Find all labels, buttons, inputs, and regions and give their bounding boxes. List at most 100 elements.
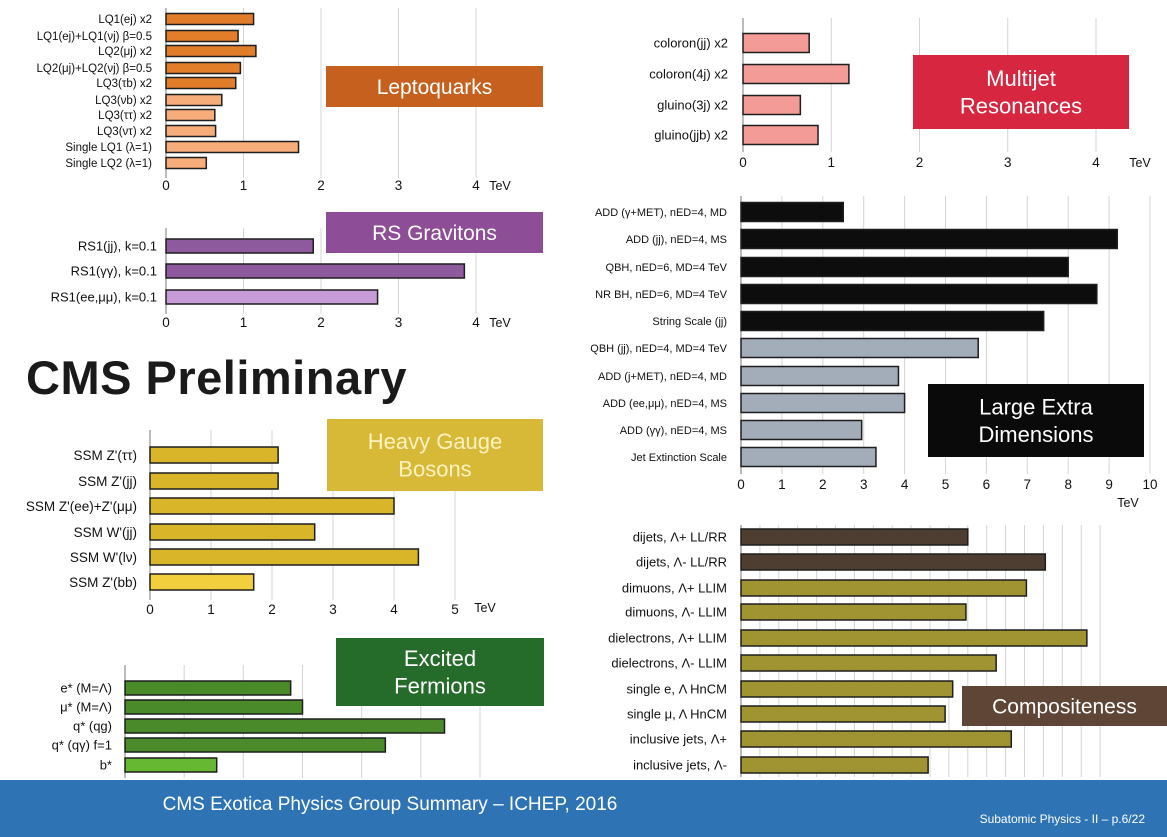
tick-label: 4 <box>901 477 909 492</box>
tick-label: 0 <box>146 602 154 617</box>
category-label: QBH (jj), nED=4, MD=4 TeV <box>590 343 727 355</box>
bar <box>165 238 314 254</box>
footer-title: CMS Exotica Physics Group Summary – ICHE… <box>162 794 618 815</box>
tick-label: 3 <box>395 315 403 330</box>
tick-label: 4 <box>1092 155 1100 170</box>
bar <box>740 603 967 621</box>
bar <box>740 528 969 546</box>
bar <box>740 579 1028 597</box>
bar <box>149 497 395 515</box>
bar <box>124 699 304 715</box>
category-label: gluino(3j) x2 <box>657 98 728 113</box>
unit-label: TeV <box>489 316 511 330</box>
banner-text: Multijet Resonances <box>960 66 1082 119</box>
tick-label: 4 <box>472 315 480 330</box>
banner-line: Dimensions <box>979 422 1094 447</box>
category-label: dijets, Λ+ LL/RR <box>633 530 727 545</box>
tick-label: 2 <box>268 602 276 617</box>
tick-label: 6 <box>983 477 991 492</box>
category-label: SSM W'(lν) <box>70 550 137 565</box>
category-label: ADD (γγ), nED=4, MS <box>620 425 727 437</box>
category-label: dielectrons, Λ+ LLIM <box>608 631 727 646</box>
bar <box>742 94 802 116</box>
banner-line: Compositeness <box>992 695 1137 718</box>
tick-label: 5 <box>942 477 950 492</box>
tick-label: 1 <box>240 178 248 193</box>
bar <box>740 310 1045 332</box>
banner-text: Large Extra Dimensions <box>979 394 1094 447</box>
bar <box>165 156 208 170</box>
unit-label: TeV <box>474 601 496 615</box>
banner-line: Multijet <box>986 66 1056 91</box>
tick-label: 3 <box>1004 155 1012 170</box>
banner-line: Heavy Gauge <box>368 429 503 454</box>
category-label: q* (qg) <box>73 719 112 734</box>
chart-compositeness: dijets, Λ+ LL/RR dijets, Λ- LL/RR dimuons,… <box>608 525 1167 794</box>
tick-label: 0 <box>162 315 170 330</box>
bar <box>742 63 850 85</box>
category-label: LQ2(μj) x2 <box>98 46 152 58</box>
category-label: Jet Extinction Scale <box>631 452 727 464</box>
banner-box <box>326 212 543 253</box>
bar <box>149 446 279 464</box>
banner-text: Heavy Gauge Bosons <box>368 429 503 482</box>
category-label: dijets, Λ- LL/RR <box>636 555 727 570</box>
bar <box>740 705 946 723</box>
tick-label: 0 <box>739 155 747 170</box>
tick-label: 1 <box>240 315 248 330</box>
chart-heavy-gauge-bosons: SSM Z'(ττ) SSM Z'(jj) SSM Z'(ee)+Z'(μμ) SSM… <box>26 419 543 617</box>
category-label: coloron(jj) x2 <box>654 36 728 51</box>
banner-line: RS Gravitons <box>372 222 497 245</box>
category-label: ADD (γ+MET), nED=4, MD <box>595 207 727 219</box>
tick-label: 1 <box>827 155 835 170</box>
category-label: gluino(jjb) x2 <box>654 128 728 143</box>
tick-label: 4 <box>390 602 398 617</box>
tick-label: 2 <box>819 477 827 492</box>
tick-label: 1 <box>778 477 786 492</box>
banner-line: Leptoquarks <box>377 76 493 99</box>
bar <box>124 680 292 696</box>
category-label: b* <box>100 758 112 773</box>
banner-line: Bosons <box>398 456 471 481</box>
bar <box>165 289 379 305</box>
category-label: SSM Z'(ee)+Z'(μμ) <box>26 499 137 514</box>
category-label: dimuons, Λ- LLIM <box>625 605 727 620</box>
tick-label: 2 <box>317 178 325 193</box>
bar <box>124 737 387 753</box>
bar <box>165 76 237 90</box>
tick-label: 4 <box>472 178 480 193</box>
category-label: RS1(γγ), k=0.1 <box>71 264 157 279</box>
bar <box>149 523 316 541</box>
bar <box>740 337 979 359</box>
category-label: ADD (ee,μμ), nED=4, MS <box>603 398 727 410</box>
category-label: ADD (jj), nED=4, MS <box>626 234 727 246</box>
bar <box>165 44 257 58</box>
category-label: SSM W'(jj) <box>74 525 137 540</box>
bar <box>740 756 929 774</box>
category-label: NR BH, nED=6, MD=4 TeV <box>595 289 728 301</box>
tick-label: 2 <box>916 155 924 170</box>
bar <box>165 12 255 26</box>
category-label: inclusive jets, Λ- <box>633 758 727 773</box>
unit-label: TeV <box>1129 156 1151 170</box>
banner-text: RS Gravitons <box>372 222 497 245</box>
bar <box>165 29 239 43</box>
bar <box>740 419 863 441</box>
category-label: LQ1(ej)+LQ1(νj) β=0.5 <box>37 31 152 43</box>
bar <box>740 730 1013 748</box>
banner-line: Large Extra <box>979 394 1093 419</box>
bar <box>740 201 844 223</box>
chart-large-extra-dimensions: ADD (γ+MET), nED=4, MD ADD (jj), nED=4, M… <box>590 196 1158 510</box>
category-label: RS1(ee,μμ), k=0.1 <box>51 290 157 305</box>
category-label: SSM Z'(jj) <box>78 474 137 489</box>
category-label: single e, Λ HnCM <box>627 682 727 697</box>
chart-rs-gravitons: RS1(jj), k=0.1 RS1(γγ), k=0.1 RS1(ee,μμ), … <box>51 212 543 330</box>
bar <box>149 472 279 490</box>
tick-label: 5 <box>451 602 459 617</box>
bar <box>740 392 906 414</box>
banner-text: Compositeness <box>992 695 1137 718</box>
bar <box>165 124 217 138</box>
category-label: String Scale (jj) <box>652 316 727 328</box>
banner-box <box>336 638 544 706</box>
